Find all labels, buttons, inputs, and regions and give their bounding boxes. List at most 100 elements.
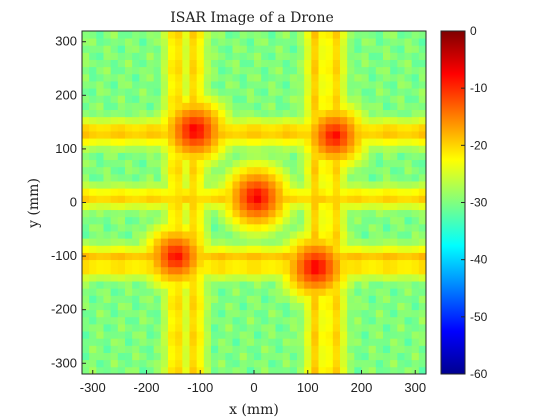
heatmap-cell xyxy=(196,252,205,261)
heatmap-cell xyxy=(139,366,147,375)
heatmap-cell xyxy=(82,152,90,161)
heatmap-cell xyxy=(304,88,312,96)
heatmap-cell xyxy=(311,366,319,375)
heatmap-cell xyxy=(103,223,112,232)
heatmap-cell xyxy=(347,31,355,39)
heatmap-cell xyxy=(232,266,241,275)
heatmap-cell xyxy=(261,209,269,218)
heatmap-cell xyxy=(175,66,183,75)
heatmap-cell xyxy=(211,223,219,232)
heatmap-cell xyxy=(203,245,212,253)
heatmap-cell xyxy=(268,131,276,139)
heatmap-cell xyxy=(211,288,219,296)
heatmap-cell xyxy=(311,195,319,203)
heatmap-cell xyxy=(168,95,176,103)
heatmap-cell xyxy=(182,109,190,118)
heatmap-cell xyxy=(82,345,90,353)
heatmap-cell xyxy=(368,166,377,175)
heatmap-cell xyxy=(361,159,370,168)
heatmap-cell xyxy=(168,52,176,60)
heatmap-cell xyxy=(196,323,205,332)
heatmap-cell xyxy=(211,331,219,339)
heatmap-cell xyxy=(225,31,233,39)
heatmap-cell xyxy=(361,145,370,153)
heatmap-cell xyxy=(411,138,420,146)
heatmap-cell xyxy=(390,138,398,146)
heatmap-cell xyxy=(390,188,398,196)
heatmap-cell xyxy=(168,166,176,175)
heatmap-cell xyxy=(383,52,391,60)
heatmap-cell xyxy=(153,359,162,368)
heatmap-cell xyxy=(368,245,377,253)
heatmap-cell xyxy=(282,95,291,103)
heatmap-cell xyxy=(175,359,183,368)
heatmap-cell xyxy=(168,138,176,146)
heatmap-cell xyxy=(189,81,198,89)
heatmap-cell xyxy=(304,102,312,111)
heatmap-cell xyxy=(347,109,355,118)
heatmap-cell xyxy=(268,245,276,253)
heatmap-cell xyxy=(218,66,226,75)
heatmap-cell xyxy=(297,245,305,253)
heatmap-cell xyxy=(268,259,276,268)
heatmap-cell xyxy=(232,173,241,182)
heatmap-cell xyxy=(218,216,226,225)
heatmap-cell xyxy=(375,302,384,311)
heatmap-cell xyxy=(375,316,384,325)
heatmap-cell xyxy=(103,295,112,303)
heatmap-cell xyxy=(189,95,198,103)
heatmap-cell xyxy=(390,95,398,103)
heatmap-cell xyxy=(182,202,190,211)
heatmap-cell xyxy=(89,88,97,96)
heatmap-cell xyxy=(132,302,140,311)
heatmap-cell xyxy=(189,152,198,161)
heatmap-cell xyxy=(82,166,90,175)
heatmap-cell xyxy=(239,195,248,203)
heatmap-cell xyxy=(225,273,233,282)
heatmap-cell xyxy=(318,245,327,253)
heatmap-cell xyxy=(318,288,327,296)
heatmap-cell xyxy=(397,352,405,361)
heatmap-cell xyxy=(404,88,413,96)
heatmap-cell xyxy=(361,95,370,103)
heatmap-cell xyxy=(304,95,312,103)
heatmap-cell xyxy=(282,109,291,118)
heatmap-cell xyxy=(318,45,327,53)
heatmap-cell xyxy=(311,159,319,168)
heatmap-cell xyxy=(325,266,334,275)
heatmap-cell xyxy=(304,209,312,218)
heatmap-cell xyxy=(132,159,140,168)
heatmap-cell xyxy=(383,188,391,196)
heatmap-cell xyxy=(390,331,398,339)
heatmap-cell xyxy=(168,316,176,325)
heatmap-cell xyxy=(139,352,147,361)
heatmap-cell xyxy=(110,316,119,325)
heatmap-cell xyxy=(268,338,276,346)
heatmap-cell xyxy=(275,109,284,118)
heatmap-cell xyxy=(246,66,255,75)
heatmap-cell xyxy=(246,352,255,361)
heatmap-cell xyxy=(261,159,269,168)
heatmap-cell xyxy=(96,273,104,282)
heatmap-cell xyxy=(383,59,391,68)
heatmap-cell xyxy=(153,52,162,60)
heatmap-cell xyxy=(89,138,97,146)
heatmap-cell xyxy=(189,88,198,96)
heatmap-cell xyxy=(103,273,112,282)
heatmap-cell xyxy=(103,66,112,75)
heatmap-cell xyxy=(304,66,312,75)
heatmap-cell xyxy=(289,316,298,325)
heatmap-cell xyxy=(160,145,169,153)
heatmap-cell xyxy=(368,273,377,282)
heatmap-cell xyxy=(354,88,362,96)
heatmap-cell xyxy=(347,195,355,203)
heatmap-cell xyxy=(239,102,248,111)
heatmap-cell xyxy=(368,109,377,118)
heatmap-cell xyxy=(340,181,348,189)
x-tick-label: 200 xyxy=(351,380,373,395)
heatmap-cell xyxy=(282,231,291,239)
heatmap-cell xyxy=(397,73,405,82)
heatmap-cell xyxy=(318,173,327,182)
heatmap-cell xyxy=(282,345,291,353)
heatmap-cell xyxy=(418,302,427,311)
